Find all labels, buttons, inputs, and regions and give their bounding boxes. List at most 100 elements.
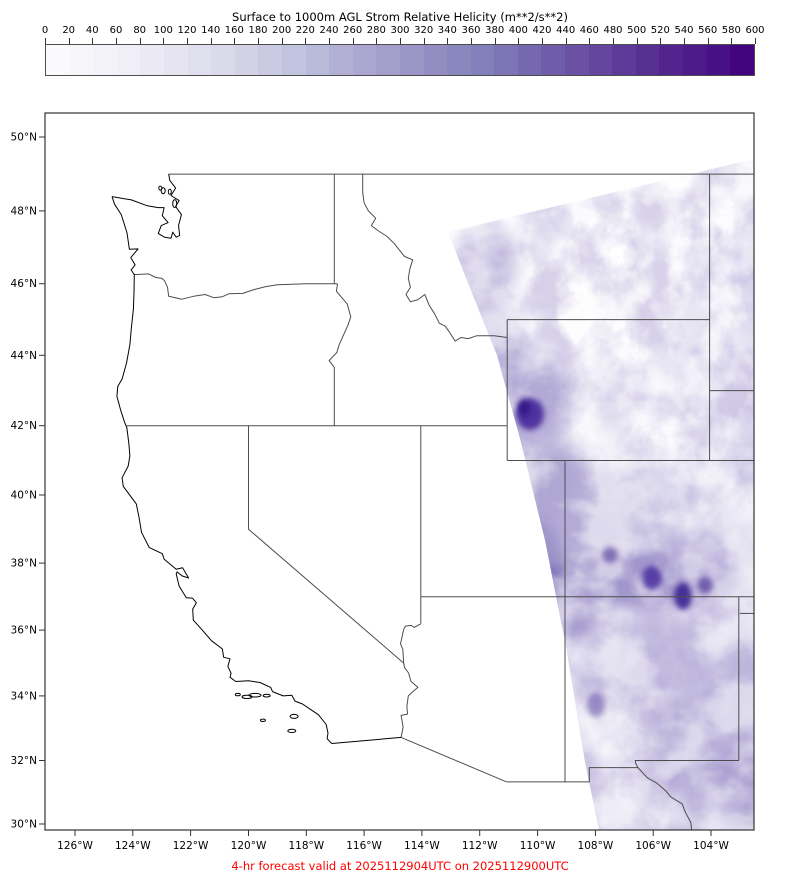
colorbar-tick (660, 38, 662, 44)
colorbar-tick (163, 38, 165, 44)
anacapa-island (262, 693, 271, 698)
x-tick-label: 124°W (115, 840, 151, 852)
x-tick-label: 120°W (231, 840, 267, 852)
coastlines (111, 174, 402, 744)
colorbar-tick-label: 460 (579, 25, 599, 36)
mexico-arizona-border (400, 736, 507, 783)
colorbar-tick-label: 200 (272, 25, 292, 36)
colorbar-tick-label: 440 (556, 25, 576, 36)
puget-sound-strait (111, 174, 182, 239)
colorbar-tick (518, 38, 520, 44)
colorbar-tick (471, 38, 472, 44)
colorbar-tick (447, 38, 449, 44)
colorbar-segment (140, 45, 164, 75)
colorbar-tick-label: 80 (133, 25, 147, 36)
colorbar-segment (565, 45, 589, 75)
colorbar-tick-label: 60 (109, 25, 123, 36)
colorbar-segment (211, 45, 235, 75)
x-tick-label: 116°W (346, 840, 382, 852)
y-tick-label: 32°N (11, 755, 37, 767)
colorbar-tick-label: 320 (414, 25, 434, 36)
y-tick-label: 30°N (11, 819, 37, 831)
colorbar-tick (305, 38, 307, 44)
colorbar-segment (93, 45, 117, 75)
colorbar-segment (69, 45, 94, 75)
colorbar-tick (329, 38, 330, 44)
map-frame-content (111, 159, 754, 830)
colorbar-tick-label: 520 (650, 25, 670, 36)
colorbar-tick (613, 38, 614, 44)
colorbar-tick-label: 20 (62, 25, 76, 36)
colorbar-segment (635, 45, 660, 75)
colorbar-tick (755, 38, 756, 44)
whidbey-island (172, 199, 178, 209)
colorbar-tick-label: 40 (85, 25, 99, 36)
colorbar-segment (281, 45, 306, 75)
x-tick-label: 118°W (288, 840, 324, 852)
colorbar-segment (305, 45, 330, 75)
colorbar-tick-label: 560 (698, 25, 718, 36)
colorbar-tick (352, 38, 354, 44)
oregon-idaho-snake-river (328, 283, 352, 426)
colorbar-tick (92, 38, 94, 44)
y-tick-label: 38°N (11, 558, 37, 570)
colorbar-tick-label: 260 (343, 25, 363, 36)
map-axes: 50°N 48°N 46°N 44°N 42°N 40°N 38°N 36°N 34°N 32°N… (11, 132, 730, 853)
colorbar-tick (707, 38, 709, 44)
colorbar-tick-label: 540 (674, 25, 694, 36)
colorbar-tick-label: 100 (153, 25, 173, 36)
colorbar-tick-label: 340 (437, 25, 457, 36)
colorbar-tick-label: 600 (745, 25, 765, 36)
colorbar-tick (258, 38, 259, 44)
colorbar-segment (517, 45, 542, 75)
colorbar-segment (423, 45, 448, 75)
rio-grande-texas (637, 767, 693, 830)
colorbar-segment (258, 45, 282, 75)
colorbar-tick-label: 220 (295, 25, 315, 36)
colorbar-tick-label: 400 (508, 25, 528, 36)
puget-island-1 (160, 187, 166, 195)
colorbar-tick (234, 38, 236, 44)
colorbar-tick-label: 120 (177, 25, 197, 36)
new-mexico-texas-border-32N (634, 760, 739, 768)
colorbar-tick (116, 38, 117, 44)
helicity-field (448, 159, 754, 830)
y-tick-label: 50°N (11, 132, 37, 144)
x-tick-label: 114°W (404, 840, 440, 852)
colorbar-segment (46, 45, 70, 75)
colorbar-segment (470, 45, 495, 75)
map-frame (44, 112, 755, 831)
mexico-california-border (331, 736, 402, 744)
colorbar-tick-label: 280 (366, 25, 386, 36)
colorbar-tick-label: 360 (461, 25, 481, 36)
san-nicolas-island (259, 718, 266, 722)
y-tick-label: 36°N (11, 625, 37, 637)
y-tick-label: 40°N (11, 490, 37, 502)
y-tick-label: 46°N (11, 278, 37, 290)
plot-title: Surface to 1000m AGL Strom Relative Heli… (232, 10, 568, 24)
colorbar-segment (659, 45, 684, 75)
colorbar-segment (612, 45, 636, 75)
colorbar-tick-label: 160 (224, 25, 244, 36)
colorbar-segment (541, 45, 566, 75)
y-tick-label: 34°N (11, 690, 37, 702)
y-tick-label: 44°N (11, 350, 37, 362)
colorbar-segment (187, 45, 212, 75)
colorbar-tick (139, 38, 141, 44)
colorbar-segment (494, 45, 518, 75)
colorbar-segment (399, 45, 424, 75)
colorbar-tick (636, 38, 638, 44)
y-tick-label: 48°N (11, 205, 37, 217)
puget-island-2 (158, 185, 163, 191)
colorbar-segment (116, 45, 141, 75)
idaho-montana-border (362, 174, 508, 342)
x-tick-label: 106°W (635, 840, 671, 852)
colorbar-tick (45, 38, 46, 44)
colorbar-tick (731, 38, 733, 44)
pacific-coast (111, 196, 333, 744)
colorbar-segment (588, 45, 613, 75)
colorbar-tick-label: 240 (319, 25, 339, 36)
colorbar-tick-label: 180 (248, 25, 268, 36)
catalina-island (289, 713, 299, 719)
colorbar-tick (376, 38, 378, 44)
